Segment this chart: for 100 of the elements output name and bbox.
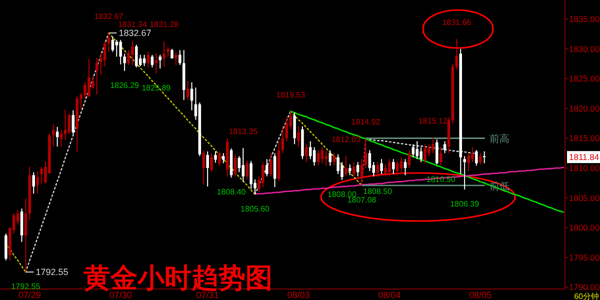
candlestick: [266, 158, 268, 177]
candlestick: [424, 144, 426, 164]
candlestick: [95, 57, 98, 96]
y-tick-label: 1815.00: [569, 133, 600, 144]
annotation: 1812.03: [332, 134, 361, 144]
y-tick-label: 1820.00: [569, 103, 600, 114]
candlestick: [281, 126, 284, 154]
candlestick: [360, 158, 364, 186]
candlestick: [119, 39, 122, 65]
x-tick-label: 08/04: [378, 290, 401, 300]
candlestick: [436, 138, 438, 165]
annotation: 1813.35: [228, 127, 258, 136]
candlestick: [242, 148, 245, 182]
x-tick-label: 07/30: [109, 290, 132, 300]
candlestick: [20, 208, 24, 242]
candlestick: [123, 53, 126, 72]
annotation: 1819.53: [276, 90, 306, 100]
candlestick: [344, 155, 348, 177]
line-series: [290, 110, 564, 213]
y-tick-label: 1800.00: [569, 222, 600, 233]
candlestick: [210, 153, 213, 172]
x-tick-label: 08/03: [287, 290, 310, 300]
candlestick: [206, 150, 209, 188]
candlestick: [392, 158, 395, 174]
annotation: 1815.12: [418, 116, 448, 126]
candlestick: [463, 156, 466, 190]
candlestick: [170, 48, 174, 59]
candlestick: [412, 144, 415, 158]
candlestick: [324, 150, 328, 166]
candlestick: [222, 152, 225, 164]
series-label: 前高: [489, 133, 510, 146]
candlestick: [439, 146, 442, 166]
y-tick-label: 1835.00: [569, 14, 600, 24]
annotation: 1807.08: [347, 195, 377, 204]
candlestick: [88, 58, 90, 98]
annotation: 1806.39: [450, 200, 480, 209]
candlestick: [328, 150, 332, 166]
candlestick: [376, 162, 379, 178]
candlestick: [107, 32, 110, 52]
candlestick: [250, 160, 252, 190]
annotation: 1831.28: [150, 20, 180, 30]
candlestick: [56, 126, 59, 148]
candlestick: [352, 162, 356, 177]
candlestick: [218, 150, 221, 167]
candlestick: [262, 162, 264, 188]
candlestick: [312, 146, 316, 166]
candlestick: [408, 150, 411, 169]
candlestick: [202, 150, 206, 186]
candlestick: [297, 126, 300, 148]
candlestick: [482, 150, 486, 164]
annotation: 1808.50: [363, 186, 393, 196]
candlestick: [166, 46, 170, 58]
text: 黄金小时趋势图: [82, 263, 272, 293]
candlestick: [273, 152, 276, 188]
candlestick: [234, 154, 237, 177]
candlestick: [432, 137, 434, 154]
candlestick: [24, 198, 28, 273]
candlestick: [467, 152, 470, 172]
x-tick-label: 07/31: [196, 290, 219, 300]
candlestick: [214, 150, 217, 164]
y-tick-label: 1805.00: [569, 192, 600, 203]
y-tick-label: 1790.00: [569, 282, 600, 292]
annotation: 1808.40: [216, 188, 246, 197]
candlestick: [384, 164, 387, 177]
candlestick: [131, 40, 134, 66]
candlestick: [320, 146, 324, 164]
candlestick: [68, 113, 71, 135]
annotation: 1831.66: [442, 18, 472, 27]
candlestick: [443, 140, 446, 154]
candlestick: [178, 50, 182, 66]
candlestick: [479, 152, 482, 165]
y-tick-label: 1830.00: [569, 44, 600, 54]
candlestick: [84, 82, 86, 100]
y-tick-label: 1825.00: [569, 74, 600, 84]
candlestick: [127, 50, 130, 66]
candlestick: [32, 172, 35, 194]
candlestick: [380, 158, 383, 174]
candlestick: [471, 146, 474, 163]
candlestick: [246, 160, 248, 180]
candlestick: [115, 39, 118, 58]
candlestick: [416, 140, 419, 160]
candlestick: [72, 110, 75, 135]
annotation: 1831.34: [118, 20, 148, 29]
candlestick: [364, 138, 368, 169]
annotation: 1814.92: [351, 118, 381, 127]
candlestick: [154, 52, 158, 74]
candlestick: [308, 140, 312, 160]
candlestick: [135, 44, 138, 68]
candlestick: [36, 171, 39, 194]
candlestick: [158, 54, 162, 70]
candlestick: [420, 146, 422, 163]
candlestick: [40, 166, 43, 184]
annotation: 1826.29: [110, 80, 140, 90]
candlestick: [162, 40, 166, 68]
candlestick: [174, 51, 178, 66]
x-tick-label: 08/05: [469, 290, 492, 300]
candlestick: [348, 164, 352, 176]
candlestick: [336, 154, 340, 174]
candlestick: [368, 150, 372, 172]
candlestick: [60, 129, 63, 148]
